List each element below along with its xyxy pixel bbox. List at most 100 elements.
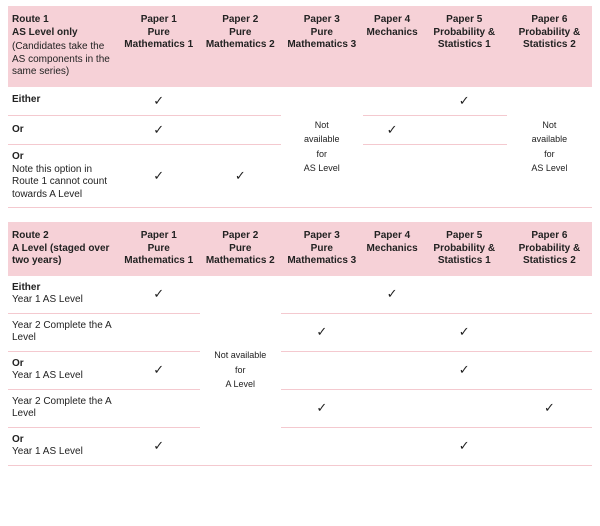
tick-cell: ✓ bbox=[422, 87, 507, 116]
paper-num: Paper 3 bbox=[304, 230, 340, 241]
not-available-cell: NotavailableforAS Level bbox=[281, 87, 363, 208]
tick-cell bbox=[200, 87, 282, 116]
paper-name: Probability & Statistics 2 bbox=[519, 27, 581, 51]
tick-cell: ✓ bbox=[422, 351, 507, 389]
route1-header-row: Route 1 AS Level only (Candidates take t… bbox=[8, 6, 592, 87]
table-row: Either✓NotavailableforAS Level✓Notavaila… bbox=[8, 87, 592, 116]
paper-num: Paper 2 bbox=[222, 14, 258, 25]
route1-sub2: (Candidates take the AS components in th… bbox=[12, 41, 114, 79]
row-label: Either bbox=[12, 282, 40, 293]
tick-cell: ✓ bbox=[118, 276, 200, 314]
tick-cell bbox=[363, 87, 422, 116]
paper-num: Paper 5 bbox=[446, 230, 482, 241]
table-row: OrYear 1 AS Level✓✓ bbox=[8, 427, 592, 465]
tick-cell: ✓ bbox=[118, 87, 200, 116]
tick-cell: ✓ bbox=[118, 351, 200, 389]
paper-name: Pure Mathematics 2 bbox=[206, 243, 275, 267]
row-sublabel: Year 1 AS Level bbox=[12, 294, 114, 307]
table-row: OrYear 1 AS Level✓✓ bbox=[8, 351, 592, 389]
row-sublabel: Year 2 Complete the A Level bbox=[12, 320, 114, 345]
row-label-cell: EitherYear 1 AS Level bbox=[8, 276, 118, 314]
tick-cell: ✓ bbox=[118, 115, 200, 144]
row-sublabel: Year 1 AS Level bbox=[12, 370, 114, 383]
tick-cell bbox=[281, 276, 363, 314]
tick-cell bbox=[422, 389, 507, 427]
row-label-cell: Or bbox=[8, 115, 118, 144]
row-label-cell: Year 2 Complete the A Level bbox=[8, 313, 118, 351]
table-row: Year 2 Complete the A Level✓✓ bbox=[8, 313, 592, 351]
tick-cell bbox=[507, 313, 592, 351]
paper5-header: Paper 5 Probability & Statistics 1 bbox=[422, 222, 507, 276]
tick-cell bbox=[363, 427, 422, 465]
row-label-cell: Either bbox=[8, 87, 118, 116]
paper-num: Paper 1 bbox=[141, 230, 177, 241]
row-sublabel: Note this option in Route 1 cannot count… bbox=[12, 164, 114, 202]
route2-sub1: A Level (staged over two years) bbox=[12, 243, 109, 267]
route1-table: Route 1 AS Level only (Candidates take t… bbox=[8, 6, 592, 208]
table-row: EitherYear 1 AS Level✓Not availableforA … bbox=[8, 276, 592, 314]
row-label-cell: OrYear 1 AS Level bbox=[8, 351, 118, 389]
paper-name: Mechanics bbox=[367, 27, 418, 38]
paper-name: Probability & Statistics 2 bbox=[519, 243, 581, 267]
route2-title: Route 2 bbox=[12, 230, 49, 241]
tick-cell bbox=[118, 389, 200, 427]
tick-cell bbox=[507, 427, 592, 465]
paper-name: Pure Mathematics 3 bbox=[287, 243, 356, 267]
paper4-header: Paper 4 Mechanics bbox=[363, 6, 422, 87]
row-label: Or bbox=[12, 124, 24, 135]
paper-num: Paper 6 bbox=[531, 14, 567, 25]
paper-name: Mechanics bbox=[367, 243, 418, 254]
row-label-cell: OrNote this option in Route 1 cannot cou… bbox=[8, 145, 118, 208]
paper4-header: Paper 4 Mechanics bbox=[363, 222, 422, 276]
paper6-header: Paper 6 Probability & Statistics 2 bbox=[507, 6, 592, 87]
paper3-header: Paper 3 Pure Mathematics 3 bbox=[281, 6, 363, 87]
tick-cell bbox=[281, 351, 363, 389]
tick-cell bbox=[363, 351, 422, 389]
row-label-cell: OrYear 1 AS Level bbox=[8, 427, 118, 465]
tick-cell bbox=[200, 115, 282, 144]
tick-cell: ✓ bbox=[363, 115, 422, 144]
paper1-header: Paper 1 Pure Mathematics 1 bbox=[118, 6, 200, 87]
not-available-cell: NotavailableforAS Level bbox=[507, 87, 592, 208]
paper-name: Pure Mathematics 1 bbox=[124, 27, 193, 51]
paper-num: Paper 4 bbox=[374, 230, 410, 241]
tick-cell bbox=[507, 276, 592, 314]
route1-title: Route 1 bbox=[12, 14, 49, 25]
tick-cell: ✓ bbox=[118, 145, 200, 208]
paper-num: Paper 5 bbox=[446, 14, 482, 25]
paper-name: Probability & Statistics 1 bbox=[433, 243, 495, 267]
paper5-header: Paper 5 Probability & Statistics 1 bbox=[422, 6, 507, 87]
tick-cell bbox=[507, 351, 592, 389]
row-sublabel: Year 1 AS Level bbox=[12, 446, 114, 459]
tick-cell: ✓ bbox=[281, 389, 363, 427]
paper-num: Paper 3 bbox=[304, 14, 340, 25]
paper6-header: Paper 6 Probability & Statistics 2 bbox=[507, 222, 592, 276]
paper2-header: Paper 2 Pure Mathematics 2 bbox=[200, 6, 282, 87]
paper-num: Paper 4 bbox=[374, 14, 410, 25]
route1-sub1: AS Level only bbox=[12, 27, 78, 38]
paper-name: Pure Mathematics 1 bbox=[124, 243, 193, 267]
route1-title-cell: Route 1 AS Level only (Candidates take t… bbox=[8, 6, 118, 87]
tick-cell bbox=[281, 427, 363, 465]
paper1-header: Paper 1 Pure Mathematics 1 bbox=[118, 222, 200, 276]
route2-title-cell: Route 2 A Level (staged over two years) bbox=[8, 222, 118, 276]
row-label: Or bbox=[12, 434, 24, 445]
tick-cell bbox=[363, 145, 422, 208]
tick-cell bbox=[422, 145, 507, 208]
paper-name: Pure Mathematics 3 bbox=[287, 27, 356, 51]
tick-cell: ✓ bbox=[363, 276, 422, 314]
paper2-header: Paper 2 Pure Mathematics 2 bbox=[200, 222, 282, 276]
row-label-cell: Year 2 Complete the A Level bbox=[8, 389, 118, 427]
paper-name: Pure Mathematics 2 bbox=[206, 27, 275, 51]
route2-header-row: Route 2 A Level (staged over two years) … bbox=[8, 222, 592, 276]
row-label: Either bbox=[12, 94, 40, 105]
tick-cell bbox=[422, 115, 507, 144]
tick-cell: ✓ bbox=[118, 427, 200, 465]
tick-cell bbox=[363, 313, 422, 351]
paper3-header: Paper 3 Pure Mathematics 3 bbox=[281, 222, 363, 276]
table-row: Year 2 Complete the A Level✓✓ bbox=[8, 389, 592, 427]
tick-cell bbox=[118, 313, 200, 351]
tick-cell: ✓ bbox=[422, 427, 507, 465]
row-sublabel: Year 2 Complete the A Level bbox=[12, 396, 114, 421]
tick-cell: ✓ bbox=[200, 145, 282, 208]
